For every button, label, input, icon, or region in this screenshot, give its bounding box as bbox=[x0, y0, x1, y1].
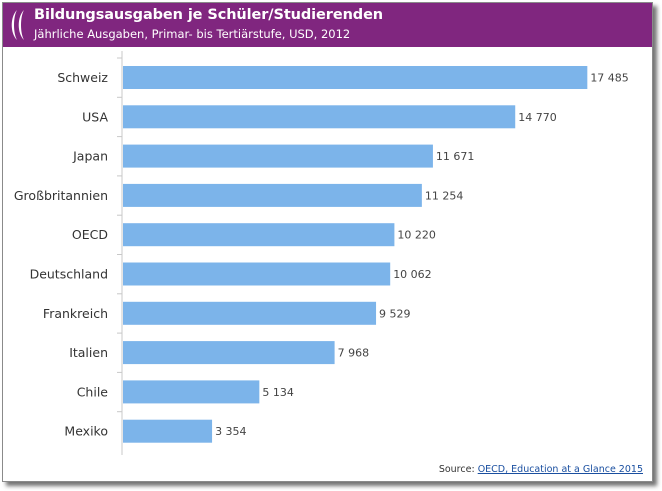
oecd-logo-icon bbox=[11, 10, 24, 40]
bar-3[interactable] bbox=[123, 183, 422, 207]
value-label: 7 968 bbox=[338, 347, 370, 360]
category-label: Mexiko bbox=[64, 424, 108, 439]
bar-1[interactable] bbox=[123, 105, 516, 129]
bar-2[interactable] bbox=[123, 144, 433, 168]
chart-header: Bildungsausgaben je Schüler/Studierenden… bbox=[3, 3, 652, 47]
bar-7[interactable] bbox=[123, 341, 335, 365]
category-label: Italien bbox=[69, 345, 108, 360]
category-label: Chile bbox=[77, 384, 109, 399]
value-label: 11 671 bbox=[436, 150, 475, 163]
value-label: 11 254 bbox=[425, 189, 464, 202]
category-label: OECD bbox=[72, 227, 108, 242]
category-label: USA bbox=[82, 109, 108, 124]
bar-6[interactable] bbox=[123, 301, 377, 325]
value-label: 9 529 bbox=[379, 307, 411, 320]
category-label: Schweiz bbox=[57, 70, 108, 85]
bar-5[interactable] bbox=[123, 262, 391, 286]
bar-8[interactable] bbox=[123, 380, 260, 404]
value-label: 17 485 bbox=[590, 72, 629, 85]
value-label: 10 220 bbox=[397, 229, 436, 242]
bar-4[interactable] bbox=[123, 223, 395, 247]
source-note: Source: OECD, Education at a Glance 2015 bbox=[439, 464, 643, 475]
value-label: 3 354 bbox=[215, 425, 247, 438]
chart-subtitle: Jährliche Ausgaben, Primar- bis Tertiärs… bbox=[34, 27, 351, 41]
source-link[interactable]: OECD, Education at a Glance 2015 bbox=[477, 464, 643, 475]
value-label: 5 134 bbox=[262, 386, 294, 399]
chart-title: Bildungsausgaben je Schüler/Studierenden bbox=[34, 7, 384, 23]
chart-frame: Bildungsausgaben je Schüler/Studierenden… bbox=[2, 2, 653, 482]
bar-chart: Schweiz 17 485 USA 14 770 Japan 11 671 Großbri… bbox=[14, 51, 629, 455]
category-label: Deutschland bbox=[30, 267, 108, 282]
bar-0[interactable] bbox=[123, 66, 588, 89]
category-label: Frankreich bbox=[43, 306, 108, 321]
category-label: Großbritannien bbox=[14, 188, 108, 203]
value-label: 14 770 bbox=[518, 111, 557, 124]
value-label: 10 062 bbox=[393, 268, 432, 281]
source-prefix: Source: bbox=[438, 464, 475, 475]
bar-9[interactable] bbox=[123, 419, 213, 443]
category-label: Japan bbox=[72, 149, 108, 164]
